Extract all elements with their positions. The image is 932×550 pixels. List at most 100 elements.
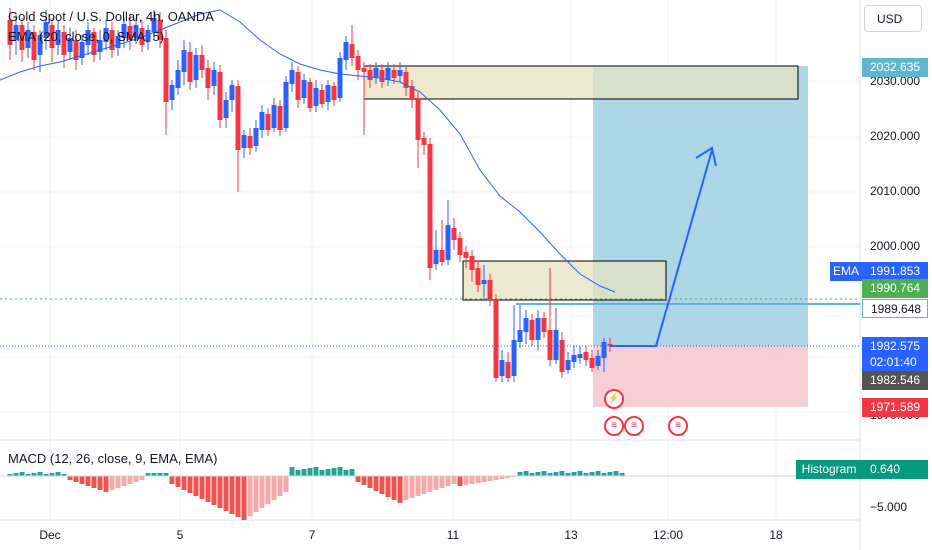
macd-bar <box>331 468 337 476</box>
us-flag-icon[interactable]: ≡ <box>624 416 644 436</box>
macd-bar <box>61 474 67 476</box>
candle-body <box>67 38 73 52</box>
macd-bar <box>145 473 151 476</box>
macd-bar <box>103 476 109 492</box>
macd-bar <box>97 476 103 490</box>
macd-bar <box>91 476 97 488</box>
macd-bar <box>115 476 121 488</box>
candle-body <box>241 135 247 148</box>
us-flag-icon[interactable]: ≡ <box>668 416 688 436</box>
macd-bar <box>583 473 589 476</box>
macd-bar <box>373 476 379 491</box>
macd-bar <box>571 472 577 476</box>
candle-body <box>211 70 217 86</box>
macd-bar <box>55 472 61 476</box>
candle-body <box>439 250 445 262</box>
macd-bar <box>601 473 607 476</box>
currency-button[interactable]: USD <box>864 5 922 32</box>
candle-countdown: 02:01:40 <box>862 353 928 372</box>
macd-bar <box>259 476 265 508</box>
candle-body <box>223 100 229 118</box>
candle-body <box>463 252 469 258</box>
macd-bar <box>325 469 331 476</box>
candle-body <box>169 85 175 100</box>
candle-body <box>499 360 505 376</box>
projection-line <box>610 149 713 347</box>
candle-body <box>43 22 49 38</box>
macd-bar <box>445 476 451 486</box>
macd-bar <box>385 476 391 497</box>
macd-bar <box>439 476 445 488</box>
us-flag-icon[interactable]: ≡ <box>604 416 624 436</box>
candle-body <box>361 68 367 72</box>
candle-body <box>193 55 199 80</box>
macd-bar <box>589 472 595 476</box>
macd-bar <box>301 469 307 476</box>
candle-body <box>397 70 403 76</box>
candle-body <box>349 44 355 58</box>
flash-icon[interactable]: ⚡ <box>604 389 624 409</box>
macd-bar <box>397 476 403 503</box>
candle-body <box>307 82 313 108</box>
candle-body <box>337 58 343 98</box>
macd-bar <box>79 476 85 484</box>
macd-bar <box>67 476 73 480</box>
candle-body <box>373 68 379 78</box>
macd-bar <box>367 476 373 488</box>
candle-body <box>409 86 415 100</box>
macd-bar <box>85 476 91 486</box>
macd-bar <box>619 473 625 476</box>
macd-bar <box>277 476 283 496</box>
candle-body <box>163 38 169 102</box>
ema-legend[interactable]: EMA (20, close, 0, SMA, 5) <box>8 29 165 44</box>
candle-body <box>391 70 397 78</box>
macd-bar <box>31 473 37 476</box>
macd-bar <box>157 473 163 476</box>
macd-bar <box>109 476 115 490</box>
macd-bar <box>343 470 349 476</box>
macd-bar <box>193 476 199 496</box>
candle-body <box>13 25 19 40</box>
candle-body <box>247 136 253 148</box>
macd-bar <box>181 476 187 490</box>
macd-bar <box>199 476 205 499</box>
candle-body <box>559 340 565 372</box>
macd-bar <box>187 476 193 493</box>
symbol-title: Gold Spot / U.S. Dollar, 4h, OANDA <box>8 9 214 24</box>
candle-body <box>85 30 91 45</box>
macd-bar <box>163 473 169 476</box>
macd-tick: −5.000 <box>870 500 908 514</box>
time-tick: 13 <box>564 528 578 542</box>
candle-body <box>325 85 331 102</box>
candle-body <box>367 70 373 80</box>
macd-bar <box>613 471 619 476</box>
macd-bar <box>481 476 487 482</box>
supply-box <box>363 65 799 100</box>
time-tick: 12:00 <box>652 528 684 542</box>
macd-bar <box>493 476 499 480</box>
candle-body <box>565 360 571 370</box>
macd-bar <box>295 470 301 476</box>
candle-body <box>331 86 337 100</box>
ema-tag: EMA <box>830 262 862 281</box>
candle-body <box>79 42 85 58</box>
projection-arrowhead <box>695 146 717 167</box>
macd-bar <box>553 472 559 476</box>
macd-bar <box>313 467 319 476</box>
macd-bar <box>283 476 289 492</box>
price-tick: 2010.000 <box>870 184 921 198</box>
histogram-tag: Histogram <box>796 460 862 479</box>
macd-bar <box>427 476 433 492</box>
macd-legend[interactable]: MACD (12, 26, close, 9, EMA, EMA) <box>8 451 218 466</box>
macd-bar <box>253 476 259 512</box>
macd-bar <box>139 476 145 480</box>
macd-bar <box>241 476 247 520</box>
candle-body <box>283 82 289 128</box>
candle-body <box>205 68 211 88</box>
macd-bar <box>361 476 367 485</box>
time-tick: 7 <box>308 528 316 542</box>
macd-bar <box>349 469 355 476</box>
candle-body <box>7 20 13 45</box>
target-price-label: 2032.635 <box>862 58 928 77</box>
